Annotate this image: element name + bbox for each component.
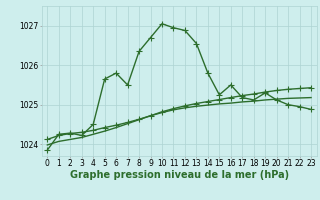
X-axis label: Graphe pression niveau de la mer (hPa): Graphe pression niveau de la mer (hPa) [70,170,289,180]
